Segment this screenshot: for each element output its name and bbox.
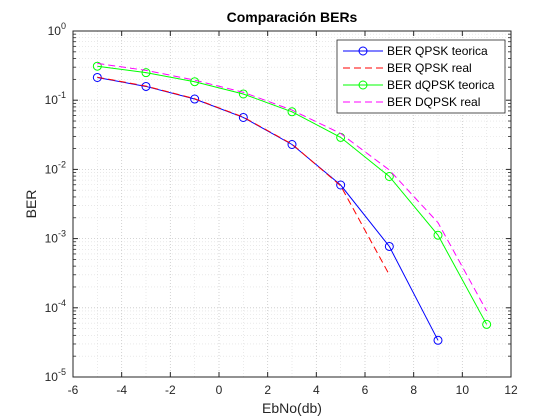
y-tick-label: 10-2	[45, 159, 66, 176]
axis-ticks	[72, 30, 512, 378]
x-axis-label: EbNo(db)	[262, 400, 322, 416]
x-tick-label: -6	[68, 383, 79, 397]
data-point	[238, 89, 248, 99]
data-point	[433, 230, 443, 240]
y-tick-label: 10-1	[45, 90, 66, 107]
x-tick-labels: -6 -4 -2 0 2 4 6 8 10 12	[68, 383, 518, 397]
legend-label: BER QPSK real	[387, 61, 472, 75]
y-tick-label: 10-4	[45, 298, 66, 315]
legend-label: BER DQPSK real	[387, 95, 480, 109]
data-point	[92, 61, 102, 71]
data-point	[287, 139, 297, 149]
data-point	[141, 81, 151, 91]
series-line	[97, 65, 488, 325]
series-2	[97, 76, 390, 276]
legend-label: BER dQPSK teorica	[387, 78, 495, 92]
series-layer	[92, 61, 492, 345]
x-tick-label: 6	[362, 383, 369, 397]
data-point	[238, 112, 248, 122]
legend-item: BER dQPSK teorica	[343, 78, 495, 92]
x-tick-label: -2	[165, 383, 176, 397]
y-tick-label: 10-5	[45, 367, 66, 384]
series-4	[97, 62, 488, 312]
x-tick-label: -4	[116, 383, 127, 397]
series-line	[97, 76, 390, 276]
legend: BER QPSK teorica BER QPSK real BER dQPSK t…	[336, 39, 506, 114]
y-tick-label: 10-3	[45, 229, 66, 246]
series-line	[97, 62, 488, 312]
data-point	[384, 241, 394, 251]
x-tick-label: 2	[264, 383, 271, 397]
data-point	[287, 107, 297, 117]
x-tick-label: 0	[216, 383, 223, 397]
plot-frame	[72, 30, 512, 378]
data-point	[141, 68, 151, 78]
x-tick-label: 12	[504, 383, 518, 397]
minor-grid	[73, 31, 511, 377]
legend-marker	[358, 80, 368, 90]
y-tick-label: 100	[48, 21, 66, 38]
legend-label: BER QPSK teorica	[387, 44, 488, 58]
data-point	[190, 94, 200, 104]
legend-item: BER QPSK teorica	[343, 44, 488, 58]
series-3	[92, 61, 492, 329]
y-axis-label: BER	[23, 190, 39, 219]
legend-item: BER DQPSK real	[343, 95, 480, 109]
y-tick-labels: 100 10-1 10-2 10-3 10-4 10-5	[45, 21, 66, 384]
data-point	[336, 180, 346, 190]
data-point	[433, 335, 443, 345]
x-tick-label: 4	[313, 383, 320, 397]
chart-title: Comparación BERs	[227, 9, 358, 25]
x-tick-label: 8	[410, 383, 417, 397]
legend-box	[336, 39, 506, 114]
x-tick-label: 10	[456, 383, 470, 397]
data-point	[384, 171, 394, 181]
legend-item: BER QPSK real	[343, 61, 472, 75]
legend-marker	[358, 46, 368, 56]
data-point	[190, 77, 200, 87]
data-point	[482, 319, 492, 329]
